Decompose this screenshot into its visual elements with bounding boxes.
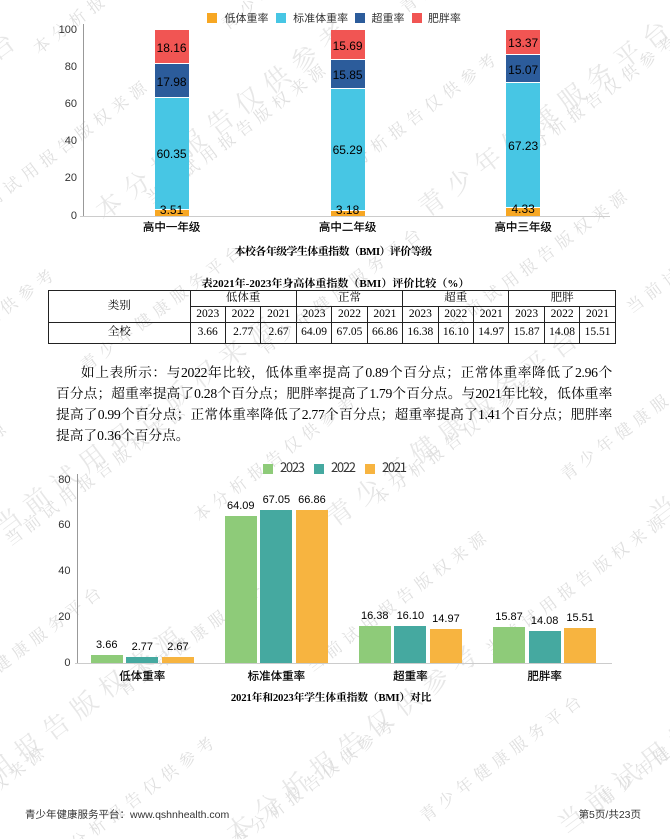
svg-text:本分析报告仅供参考: 本分析报告仅供参考	[47, 727, 223, 839]
svg-text:当前试用报告版权来源: 当前试用报告版权来源	[621, 163, 670, 318]
svg-text:本分析报告仅供参考: 本分析报告仅供参考	[86, 8, 360, 227]
